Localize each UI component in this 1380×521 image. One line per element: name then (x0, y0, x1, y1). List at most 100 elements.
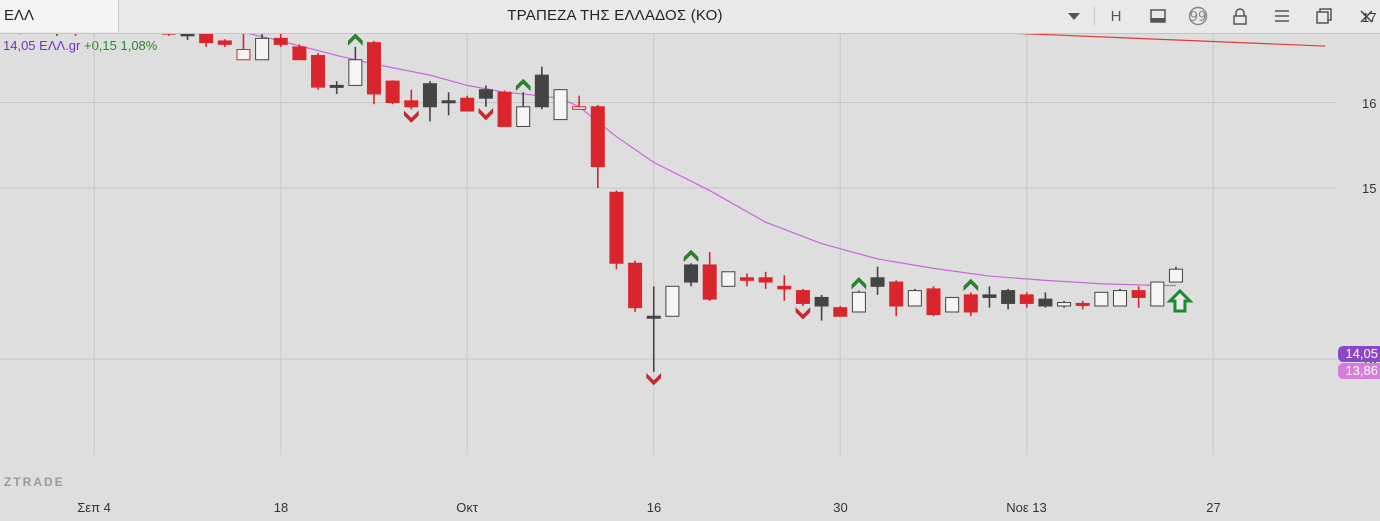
candle-body (777, 285, 792, 290)
candle-body (441, 100, 456, 104)
candle-body (609, 191, 624, 264)
x-tick-label: 27 (1206, 500, 1221, 515)
x-tick-label: 30 (833, 500, 848, 515)
signal-up-icon (683, 249, 699, 262)
restore-button[interactable] (1307, 0, 1341, 32)
candle-body (572, 106, 587, 110)
candle-body (1075, 302, 1090, 306)
signal-down-icon (478, 108, 494, 121)
candle-body (553, 89, 568, 121)
symbol-label: ΕΛΛ (4, 7, 35, 24)
x-tick-label: Νοε 13 (1006, 500, 1047, 515)
candle-body (385, 80, 400, 103)
candle-body (628, 262, 643, 309)
candle-body (590, 106, 605, 168)
lock-button[interactable] (1223, 0, 1257, 32)
lock-icon (1233, 7, 1247, 25)
candle-body (497, 91, 512, 127)
ztrade-watermark: ZTRADE (4, 475, 65, 489)
quote-icon: 99 (1188, 6, 1208, 26)
window-title: ΤΡΑΠΕΖΑ ΤΗΣ ΕΛΛΑΔΟΣ (ΚΟ) (507, 7, 723, 24)
candle-body (236, 48, 251, 61)
candle-body (273, 37, 288, 45)
quote-info: 14,05 ΕΛΛ.gr +0,15 1,08% (3, 38, 157, 53)
h-button[interactable]: H (1110, 7, 1122, 25)
signal-down-icon (646, 373, 662, 386)
candle-body (684, 264, 699, 283)
minimize-icon (1275, 10, 1289, 22)
candle-body (367, 42, 381, 95)
price-chart[interactable] (0, 34, 1380, 521)
candle-body (404, 100, 419, 108)
y-tick-label: 17 (1362, 10, 1377, 25)
candle-body (889, 281, 904, 307)
candle-body (1001, 290, 1016, 304)
y-tick-label: 15 (1362, 181, 1377, 196)
candle-body (833, 307, 848, 317)
candle-body (721, 271, 736, 287)
candle-body (422, 83, 437, 108)
trend-line (1016, 34, 1326, 47)
toolbar-separator (1094, 6, 1095, 26)
candle-body (907, 290, 922, 307)
ma-value-badge: 13,86 (1338, 363, 1380, 379)
candle-body (814, 296, 829, 307)
candle-body (1038, 298, 1053, 307)
restore-icon (1316, 8, 1332, 24)
candle-body (311, 54, 326, 88)
svg-text:99: 99 (1190, 10, 1207, 25)
candle-body (478, 89, 493, 99)
candle-body (255, 37, 270, 61)
signal-big-up-arrow-icon (1166, 288, 1194, 313)
quote-change: +0,15 1,08% (83, 38, 158, 53)
candle-body (292, 46, 307, 61)
candle-body (348, 59, 363, 86)
close-button[interactable] (1349, 0, 1380, 32)
candle-body (963, 294, 978, 313)
moving-average-line (247, 34, 1176, 287)
y-tick-label: 16 (1362, 95, 1377, 111)
candle-body (1150, 281, 1165, 307)
candle-body (1113, 290, 1127, 307)
candle-body (460, 97, 475, 112)
candle-body (795, 290, 810, 304)
candle-body (1094, 291, 1109, 307)
signal-down-icon (404, 110, 419, 123)
x-tick-label: Σεπ 4 (77, 500, 111, 515)
chevron-down-icon (1068, 12, 1080, 20)
candle-body (1019, 294, 1034, 304)
symbol-field[interactable]: ΕΛΛ (0, 0, 119, 32)
close-icon (1359, 9, 1373, 23)
panel-button[interactable] (1141, 0, 1175, 32)
candle-body (1131, 290, 1146, 298)
signal-up-icon (851, 277, 867, 290)
candle-body (982, 294, 997, 298)
signal-up-icon (515, 78, 531, 91)
candle-body (702, 264, 717, 300)
candle-body (1057, 302, 1072, 307)
candle-body (217, 40, 232, 45)
x-tick-label: 16 (646, 500, 662, 515)
quote-button[interactable]: 99 (1181, 0, 1215, 32)
candle-body (180, 34, 195, 37)
candle-body (329, 84, 344, 88)
candle-body (646, 315, 661, 319)
dropdown-button[interactable] (1057, 0, 1091, 32)
panel-icon (1150, 9, 1166, 23)
candle-body (534, 74, 549, 108)
minimize-button[interactable] (1265, 0, 1299, 32)
candle-body (926, 288, 941, 316)
quote-price: 14,05 ΕΛΛ.gr (3, 38, 81, 53)
candle-body (740, 277, 754, 281)
candle-body (665, 285, 680, 317)
candle-body (870, 277, 885, 287)
candle-body (1168, 268, 1183, 283)
candle-body (945, 296, 960, 313)
signal-up-icon (963, 278, 979, 292)
title-bar: ΕΛΛ ΤΡΑΠΕΖΑ ΤΗΣ ΕΛΛΑΔΟΣ (ΚΟ) H 99 (0, 0, 1380, 34)
candle-body (758, 277, 773, 283)
candle-body (199, 34, 214, 44)
candle-body (851, 291, 866, 313)
x-tick-label: 18 (273, 500, 289, 515)
last-price-badge: 14,05 (1338, 346, 1380, 362)
